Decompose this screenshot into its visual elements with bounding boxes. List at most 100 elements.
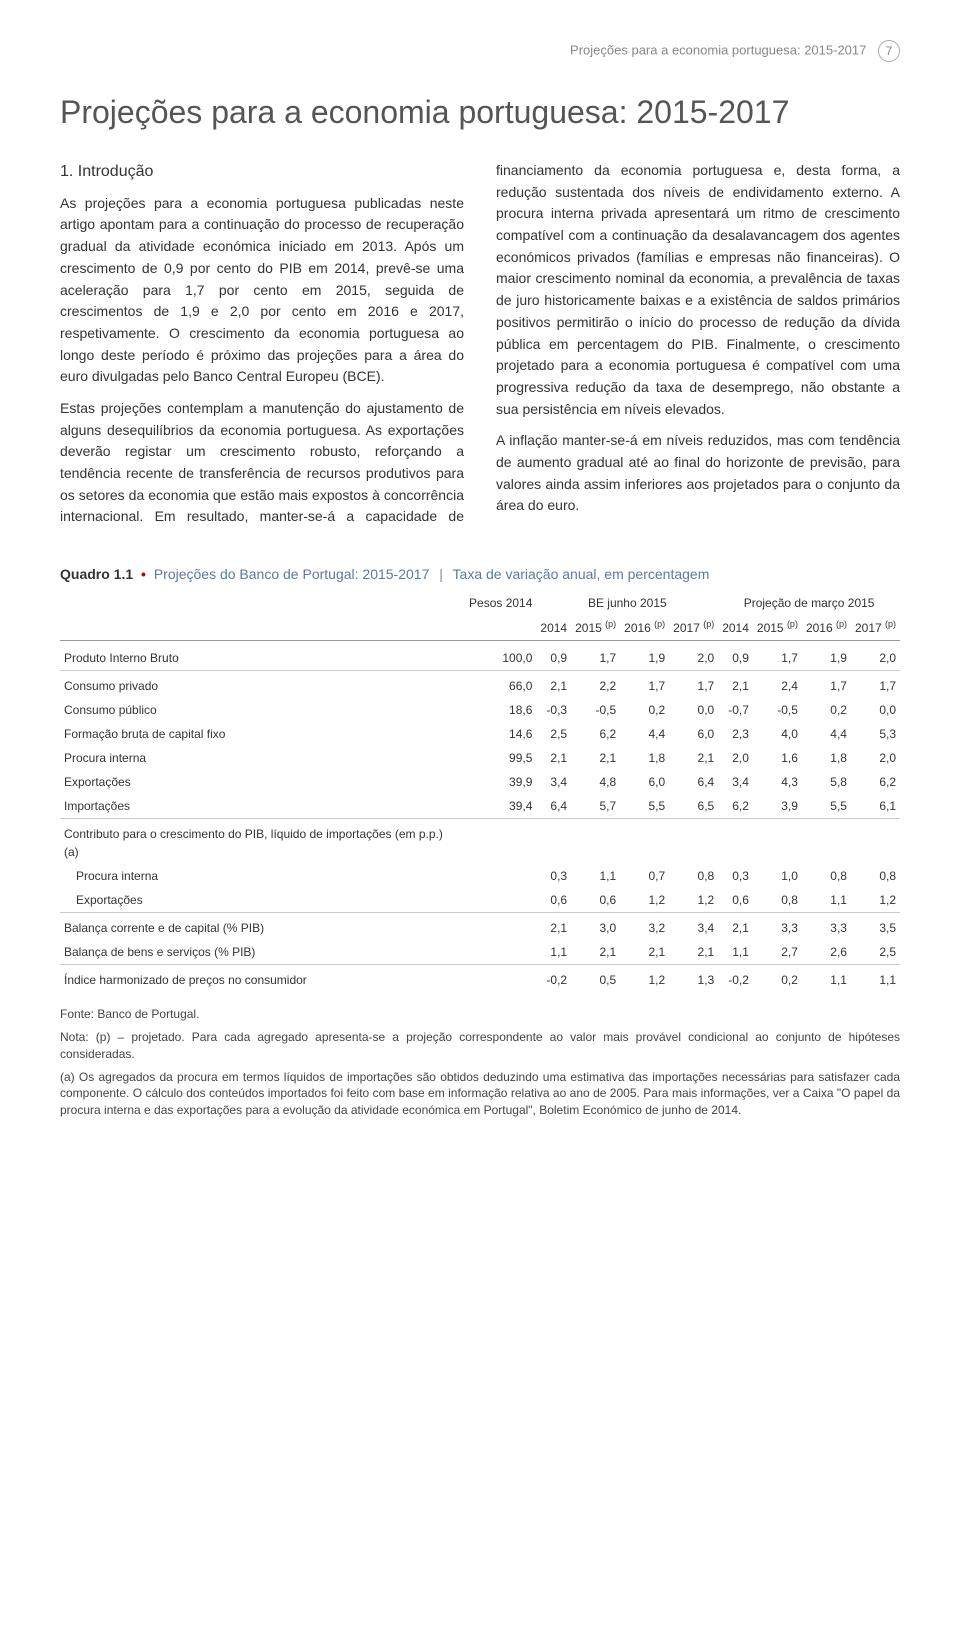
cell-value: 1,1	[536, 940, 571, 965]
table-row: Balança corrente e de capital (% PIB)2,1…	[60, 913, 900, 941]
cell-value: 3,4	[669, 913, 718, 941]
cell-value: 0,6	[718, 888, 753, 913]
footnote-p: Nota: (p) – projetado. Para cada agregad…	[60, 1029, 900, 1063]
cell-value: 4,4	[620, 722, 669, 746]
cell-value: 2,6	[802, 940, 851, 965]
cell-value: 4,4	[802, 722, 851, 746]
row-label: Exportações	[60, 888, 465, 913]
running-header: Projeções para a economia portuguesa: 20…	[60, 40, 900, 62]
cell-value: 1,7	[669, 671, 718, 699]
cell-value	[802, 819, 851, 865]
cell-value: 0,2	[753, 965, 802, 993]
row-weight: 14,6	[465, 722, 536, 746]
cell-value: 6,0	[620, 770, 669, 794]
table-row: Formação bruta de capital fixo14,62,56,2…	[60, 722, 900, 746]
table-row: Importações39,46,45,75,56,56,23,95,56,1	[60, 794, 900, 819]
row-label: Balança de bens e serviços (% PIB)	[60, 940, 465, 965]
cell-value: 6,5	[669, 794, 718, 819]
table-caption: Quadro 1.1 • Projeções do Banco de Portu…	[60, 564, 900, 585]
cell-value: 2,0	[851, 746, 900, 770]
cell-value: 6,0	[669, 722, 718, 746]
col-group-right: Projeção de março 2015	[718, 591, 900, 615]
table-row: Consumo público18,6-0,3-0,50,20,0-0,7-0,…	[60, 698, 900, 722]
cell-value: 2,1	[536, 913, 571, 941]
row-label: Contributo para o crescimento do PIB, lí…	[60, 819, 465, 865]
row-label: Procura interna	[60, 864, 465, 888]
cell-value: -0,5	[571, 698, 620, 722]
table-row: Consumo privado66,02,12,21,71,72,12,41,7…	[60, 671, 900, 699]
cell-value: 3,2	[620, 913, 669, 941]
row-weight: 39,4	[465, 794, 536, 819]
table-number: Quadro 1.1	[60, 566, 133, 582]
cell-value: -0,5	[753, 698, 802, 722]
cell-value: -0,3	[536, 698, 571, 722]
table-row: Exportações39,93,44,86,06,43,44,35,86,2	[60, 770, 900, 794]
footnote-a: (a) Os agregados da procura em termos lí…	[60, 1069, 900, 1119]
section-heading: 1. Introdução	[60, 160, 464, 185]
cell-value: 1,7	[851, 671, 900, 699]
cell-value: 1,8	[802, 746, 851, 770]
row-weight	[465, 913, 536, 941]
cell-value: 3,0	[571, 913, 620, 941]
cell-value: 1,6	[753, 746, 802, 770]
table-row: Procura interna0,31,10,70,80,31,00,80,8	[60, 864, 900, 888]
column-header: 2016 (p)	[802, 615, 851, 641]
cell-value: 0,5	[571, 965, 620, 993]
projections-table: Pesos 2014 BE junho 2015 Projeção de mar…	[60, 591, 900, 992]
paragraph: A inflação manter-se-á em níveis reduzid…	[496, 430, 900, 517]
row-label: Consumo público	[60, 698, 465, 722]
column-header: 2017 (p)	[669, 615, 718, 641]
cell-value: 0,0	[669, 698, 718, 722]
body-text-columns: 1. Introdução As projeções para a econom…	[60, 160, 900, 528]
cell-value: 1,0	[753, 864, 802, 888]
cell-value: 2,0	[669, 641, 718, 671]
cell-value: 1,2	[851, 888, 900, 913]
cell-value: 6,2	[718, 794, 753, 819]
cell-value	[571, 819, 620, 865]
cell-value: 1,2	[669, 888, 718, 913]
table-subtitle: Taxa de variação anual, em percentagem	[453, 566, 710, 582]
cell-value: 1,9	[802, 641, 851, 671]
cell-value: 2,3	[718, 722, 753, 746]
cell-value: 2,0	[718, 746, 753, 770]
cell-value: -0,2	[536, 965, 571, 993]
cell-value: 4,3	[753, 770, 802, 794]
cell-value: 1,8	[620, 746, 669, 770]
column-header: 2015 (p)	[753, 615, 802, 641]
cell-value: 0,8	[753, 888, 802, 913]
cell-value: 6,2	[851, 770, 900, 794]
cell-value: 0,9	[536, 641, 571, 671]
cell-value: 5,8	[802, 770, 851, 794]
page-number-badge: 7	[878, 40, 900, 62]
cell-value: 2,1	[536, 671, 571, 699]
footnote-source: Fonte: Banco de Portugal.	[60, 1006, 900, 1023]
row-weight	[465, 819, 536, 865]
cell-value: 2,1	[536, 746, 571, 770]
running-title: Projeções para a economia portuguesa: 20…	[570, 42, 866, 57]
column-header: 2017 (p)	[851, 615, 900, 641]
caption-bullet: •	[141, 566, 146, 582]
cell-value: 5,3	[851, 722, 900, 746]
column-header: 2015 (p)	[571, 615, 620, 641]
table-row: Produto Interno Bruto100,00,91,71,92,00,…	[60, 641, 900, 671]
column-header: 2014	[718, 615, 753, 641]
cell-value: 0,3	[718, 864, 753, 888]
row-weight	[465, 940, 536, 965]
cell-value: 3,5	[851, 913, 900, 941]
cell-value: 1,2	[620, 965, 669, 993]
cell-value: 1,1	[571, 864, 620, 888]
cell-value: 2,1	[571, 746, 620, 770]
cell-value: 1,9	[620, 641, 669, 671]
cell-value: 4,8	[571, 770, 620, 794]
table-footnotes: Fonte: Banco de Portugal. Nota: (p) – pr…	[60, 1006, 900, 1119]
cell-value: 2,5	[851, 940, 900, 965]
row-label: Produto Interno Bruto	[60, 641, 465, 671]
cell-value	[718, 819, 753, 865]
row-weight: 99,5	[465, 746, 536, 770]
paragraph: As projeções para a economia portuguesa …	[60, 193, 464, 388]
cell-value	[620, 819, 669, 865]
row-label: Exportações	[60, 770, 465, 794]
row-label: Índice harmonizado de preços no consumid…	[60, 965, 465, 993]
cell-value: 2,1	[669, 746, 718, 770]
row-label: Formação bruta de capital fixo	[60, 722, 465, 746]
